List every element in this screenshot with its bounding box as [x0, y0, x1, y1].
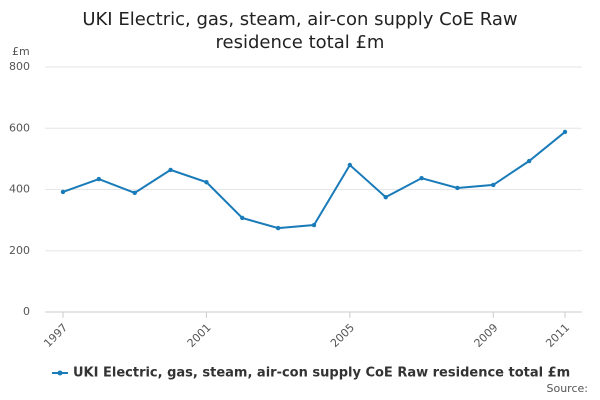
point: [347, 162, 353, 168]
y-tick-label: 200: [9, 244, 30, 257]
x-tick-label: 2011: [543, 321, 572, 350]
y-tick-label: 400: [9, 183, 30, 196]
chart-title: UKI Electric, gas, steam, air-con supply…: [82, 9, 518, 53]
point: [419, 175, 424, 181]
legend-marker: [57, 370, 63, 376]
point: [96, 176, 102, 182]
y-tick-label: 800: [9, 60, 30, 73]
point: [562, 129, 568, 135]
point: [204, 179, 209, 185]
point: [311, 222, 317, 228]
x-tick-label: 1997: [41, 321, 70, 350]
point: [526, 158, 532, 164]
point: [275, 225, 281, 231]
x-tick-label: 2005: [328, 321, 357, 350]
y-tick-label: 600: [9, 121, 30, 134]
y-axis-label: £m: [12, 45, 30, 58]
x-tick-label: 2009: [472, 321, 501, 350]
source: Source:: [547, 382, 589, 395]
y-tick-label: 0: [23, 305, 30, 318]
point: [240, 215, 245, 221]
series-line: [62, 131, 566, 230]
point: [455, 185, 460, 191]
point: [132, 190, 137, 196]
point: [60, 189, 66, 195]
point: [491, 182, 496, 188]
legend-label: UKI Electric, gas, steam, air-con supply…: [73, 366, 570, 381]
point: [383, 194, 388, 200]
point: [168, 167, 173, 173]
x-tick-label: 2001: [185, 321, 214, 350]
